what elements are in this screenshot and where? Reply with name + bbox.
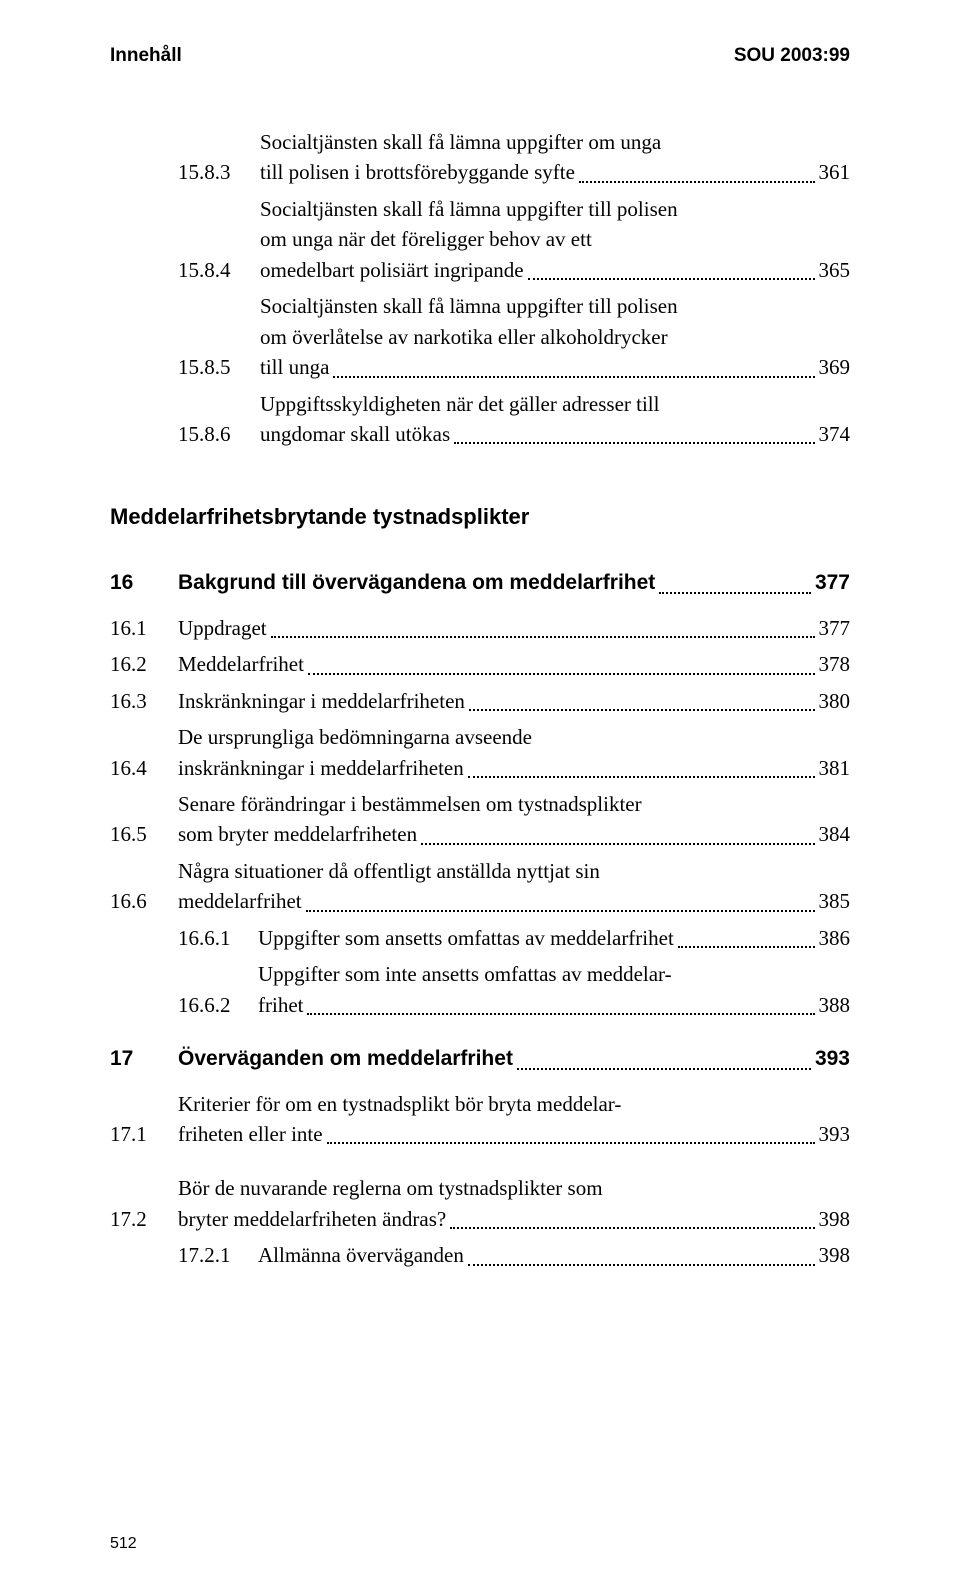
- toc-entry-number: 16: [110, 568, 178, 598]
- toc-entry-text: Uppgiftsskyldigheten när det gäller adre…: [260, 389, 850, 450]
- toc-entry-number: 17.2.1: [178, 1240, 258, 1270]
- toc-entry-page: 388: [819, 990, 851, 1020]
- toc-entry-text: Några situationer då offentligt anställd…: [178, 856, 850, 917]
- toc-entry-number: 16.6: [110, 886, 178, 916]
- toc-entry-page: 384: [819, 819, 851, 849]
- toc-entry-text: Senare förändringar i bestämmelsen om ty…: [178, 789, 850, 850]
- document-page: Innehåll SOU 2003:99 15.8.3Socialtjänste…: [0, 0, 960, 1595]
- toc-entry-number: 17.1: [110, 1119, 178, 1149]
- toc-entry-page: 377: [819, 613, 851, 643]
- toc-entry-page: 365: [819, 255, 851, 285]
- toc-entry-number: 17: [110, 1044, 178, 1074]
- toc-entry-number: 16.4: [110, 753, 178, 783]
- toc-entry-number: 16.6.1: [178, 923, 258, 953]
- toc-entry-text: Allmänna överväganden398: [258, 1240, 850, 1270]
- toc-entry-text: Socialtjänsten skall få lämna uppgifter …: [260, 194, 850, 285]
- toc-entry-page: 386: [819, 923, 851, 953]
- toc-entry-number: 16.1: [110, 613, 178, 643]
- toc-entry-number: 16.5: [110, 819, 178, 849]
- toc-entry-number: 15.8.5: [178, 352, 260, 382]
- page-header: Innehåll SOU 2003:99: [110, 45, 850, 67]
- toc-block-1: 15.8.3Socialtjänsten skall få lämna uppg…: [110, 127, 850, 449]
- toc-entry-page: 385: [819, 886, 851, 916]
- toc-entry-page: 377: [815, 568, 850, 598]
- toc-entry-text: Uppgifter som inte ansetts omfattas av m…: [258, 959, 850, 1020]
- toc-entry-page: 374: [819, 419, 851, 449]
- toc-entry-text: Inskränkningar i meddelarfriheten380: [178, 686, 850, 716]
- toc-entry-text: Meddelarfrihet378: [178, 649, 850, 679]
- toc-entry-text: De ursprungliga bedömningarna avseendein…: [178, 722, 850, 783]
- toc-entry-page: 369: [819, 352, 851, 382]
- section-title: Meddelarfrihetsbrytande tystnadsplikter: [110, 504, 850, 530]
- toc-entry-number: 17.2: [110, 1204, 178, 1234]
- toc-entry-number: 15.8.4: [178, 255, 260, 285]
- toc-entry-number: 15.8.3: [178, 157, 260, 187]
- toc-block-2: 16Bakgrund till övervägandena om meddela…: [110, 568, 850, 1270]
- toc-entry-page: 398: [819, 1204, 851, 1234]
- toc-entry-page: 378: [819, 649, 851, 679]
- toc-entry-page: 393: [819, 1119, 851, 1149]
- toc-entry-number: 16.2: [110, 649, 178, 679]
- toc-entry-page: 398: [819, 1240, 851, 1270]
- toc-entry-text: Bakgrund till övervägandena om meddelarf…: [178, 568, 850, 598]
- toc-entry-text: Bör de nuvarande reglerna om tystnadspli…: [178, 1173, 850, 1234]
- toc-entry-page: 381: [819, 753, 851, 783]
- toc-entry-number: 15.8.6: [178, 419, 260, 449]
- toc-entry-text: Kriterier för om en tystnadsplikt bör br…: [178, 1089, 850, 1150]
- toc-entry-page: 393: [815, 1044, 850, 1074]
- header-left: Innehåll: [110, 45, 182, 67]
- toc-entry-number: 16.3: [110, 686, 178, 716]
- toc-entry-page: 361: [819, 157, 851, 187]
- toc-entry-text: Socialtjänsten skall få lämna uppgifter …: [260, 291, 850, 382]
- toc-entry-text: Socialtjänsten skall få lämna uppgifter …: [260, 127, 850, 188]
- toc-entry-text: Uppgifter som ansetts omfattas av meddel…: [258, 923, 850, 953]
- toc-entry-page: 380: [819, 686, 851, 716]
- page-number-footer: 512: [110, 1535, 137, 1553]
- toc-entry-text: Överväganden om meddelarfrihet393: [178, 1044, 850, 1074]
- toc-entry-text: Uppdraget377: [178, 613, 850, 643]
- toc-entry-number: 16.6.2: [178, 990, 258, 1020]
- header-right: SOU 2003:99: [734, 45, 850, 67]
